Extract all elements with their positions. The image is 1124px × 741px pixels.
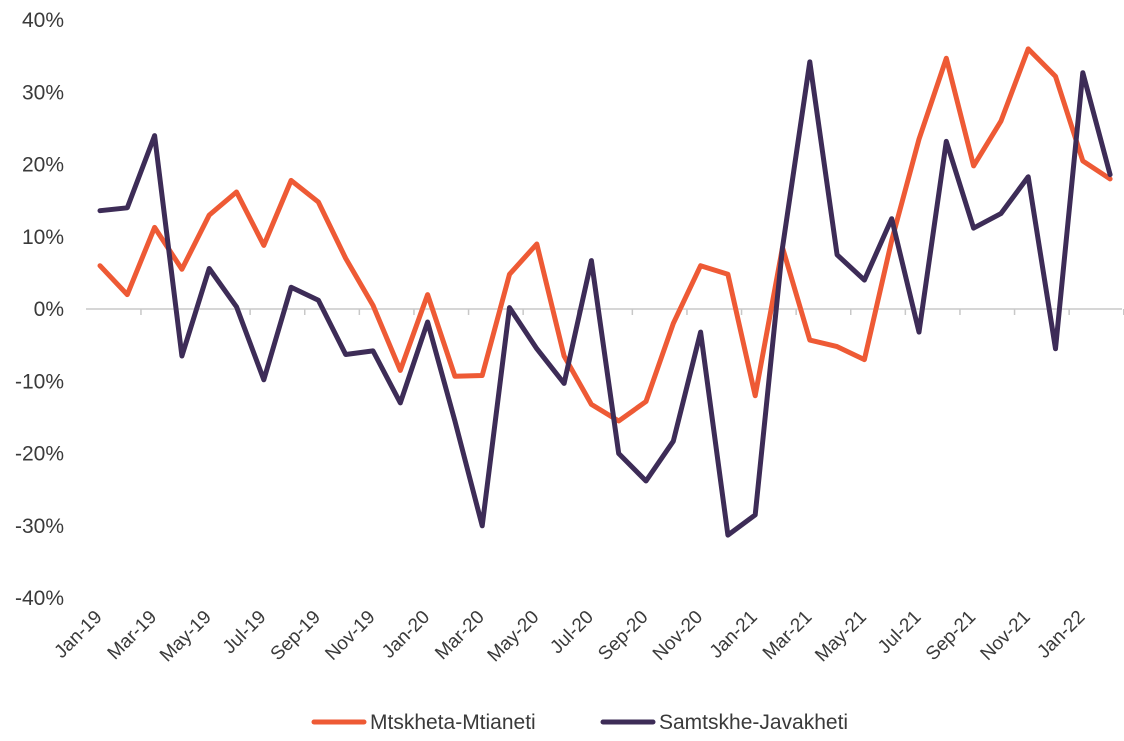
x-tick-label: May-19 (156, 607, 216, 667)
series-line (100, 62, 1110, 535)
x-tick-label: Jan-21 (706, 607, 762, 663)
x-tick-label: Sep-19 (267, 607, 325, 665)
x-tick-label: Sep-21 (922, 607, 980, 665)
y-tick-label: 10% (22, 226, 64, 249)
legend-label: Samtskhe-Javakheti (659, 711, 848, 734)
x-tick-label: Nov-20 (649, 607, 707, 665)
x-tick-label: Mar-20 (431, 607, 488, 664)
x-tick-label: Jul-19 (219, 607, 270, 658)
series-samtskhe-javakheti (100, 62, 1110, 535)
y-tick-label: 0% (34, 298, 64, 321)
x-tick-label: Nov-21 (977, 607, 1035, 665)
x-tick-label: Jul-21 (874, 607, 925, 658)
x-tick-label: Sep-20 (594, 607, 652, 665)
y-tick-label: -10% (15, 370, 64, 393)
x-tick-label: Mar-21 (759, 607, 816, 664)
x-tick-label: May-21 (811, 607, 871, 667)
x-tick-label: Jan-19 (51, 607, 107, 663)
y-tick-label: -20% (15, 443, 64, 466)
y-tick-label: -30% (15, 515, 64, 538)
y-tick-label: 30% (22, 81, 64, 104)
x-tick-label: May-20 (484, 607, 544, 667)
x-tick-label: Mar-19 (104, 607, 161, 664)
x-tick-label: Jul-20 (546, 607, 597, 658)
x-tick-label: Nov-19 (321, 607, 379, 665)
y-tick-label: 20% (22, 154, 64, 177)
legend-label: Mtskheta-Mtianeti (370, 711, 536, 734)
y-tick-label: 40% (22, 9, 64, 32)
y-tick-label: -40% (15, 587, 64, 610)
x-tick-label: Jan-22 (1033, 607, 1089, 663)
x-tick-label: Jan-20 (378, 607, 434, 663)
